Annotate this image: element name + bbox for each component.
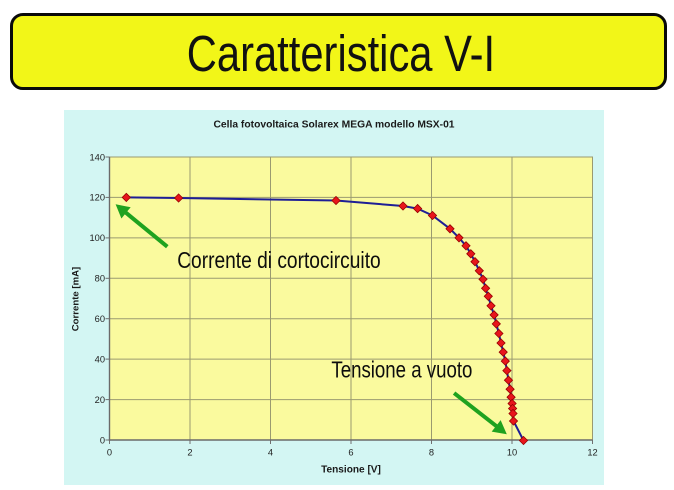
svg-text:140: 140	[89, 152, 105, 162]
svg-text:20: 20	[95, 395, 105, 405]
svg-text:40: 40	[95, 354, 105, 364]
svg-text:120: 120	[89, 193, 105, 203]
svg-text:8: 8	[429, 448, 434, 458]
svg-text:0: 0	[107, 448, 112, 458]
svg-text:Cella fotovoltaica Solarex MEG: Cella fotovoltaica Solarex MEGA modello …	[213, 119, 454, 130]
svg-text:6: 6	[348, 448, 353, 458]
svg-text:10: 10	[507, 448, 517, 458]
svg-text:Corrente di cortocircuito: Corrente di cortocircuito	[177, 247, 381, 273]
svg-text:80: 80	[95, 274, 105, 284]
svg-text:100: 100	[89, 233, 105, 243]
svg-text:2: 2	[187, 448, 192, 458]
svg-text:Tensione a vuoto: Tensione a vuoto	[331, 357, 472, 383]
svg-text:60: 60	[95, 314, 105, 324]
svg-text:Corrente [mA]: Corrente [mA]	[71, 267, 82, 332]
svg-text:0: 0	[100, 435, 105, 445]
svg-text:Tensione [V]: Tensione [V]	[321, 465, 381, 476]
svg-text:12: 12	[587, 448, 597, 458]
svg-text:4: 4	[268, 448, 273, 458]
